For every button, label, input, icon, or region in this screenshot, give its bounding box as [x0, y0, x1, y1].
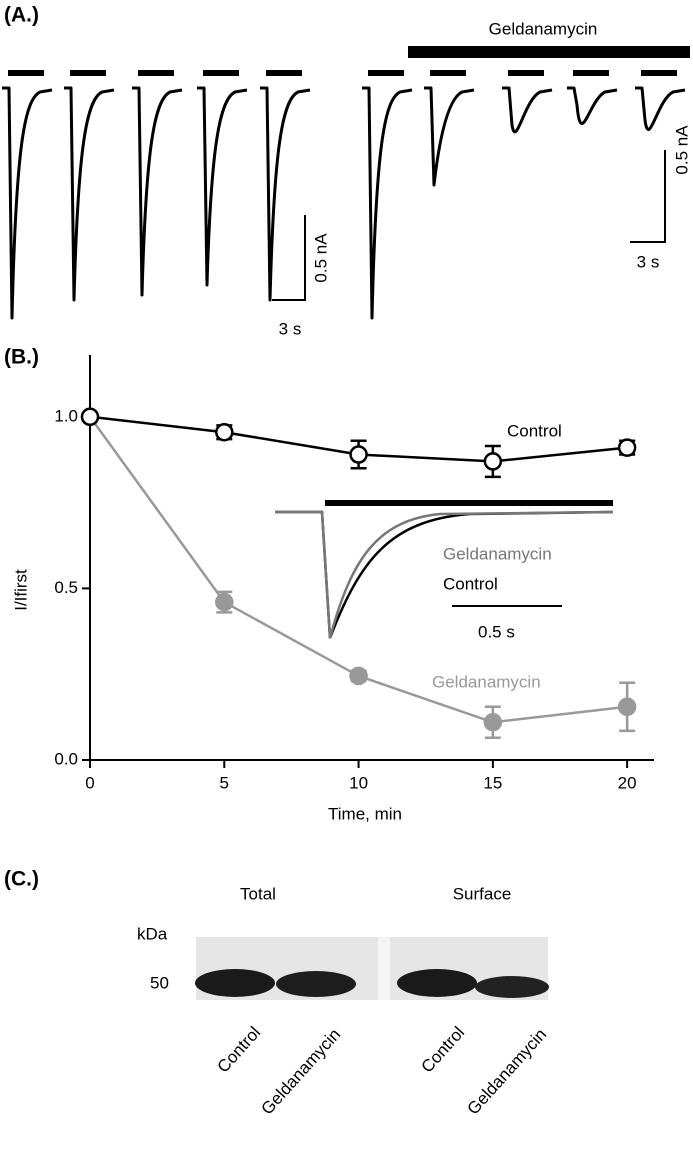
y-axis-label: I/Ifirst [11, 569, 30, 611]
x-axis-label: Time, min [328, 804, 402, 823]
trace [362, 86, 413, 320]
scale-label: 3 s [637, 252, 660, 271]
lane-label: Control [418, 1023, 469, 1076]
drug-bar [408, 46, 690, 58]
inset-trace [275, 510, 614, 639]
x-tick-label: 20 [618, 773, 637, 792]
x-tick-label: 10 [349, 773, 368, 792]
marker-label: 50 [150, 973, 169, 992]
panel-label: (A.) [4, 4, 39, 27]
trace [424, 86, 475, 187]
trace [64, 86, 115, 302]
scale-label: 0.5 nA [311, 233, 330, 283]
scale-label: 3 s [279, 319, 302, 338]
marker [617, 697, 637, 717]
stim-bar [70, 70, 106, 76]
group-label: Surface [453, 884, 512, 903]
y-tick-label: 0.5 [54, 578, 78, 597]
unit-label: kDa [137, 924, 168, 943]
inset-label: Control [443, 574, 498, 593]
stim-bar [573, 70, 609, 76]
marker [349, 445, 368, 464]
stim-bar [508, 70, 544, 76]
scale-bar [272, 215, 306, 301]
stim-bar [368, 70, 404, 76]
panel-label: (B.) [4, 346, 39, 369]
marker [349, 666, 368, 686]
trace [502, 86, 553, 134]
trace [635, 86, 686, 131]
inset-label: 0.5 s [478, 622, 515, 641]
inset-label: Geldanamycin [443, 544, 552, 563]
y-tick-label: 0.0 [54, 749, 78, 768]
stim-bar [138, 70, 174, 76]
trace [567, 86, 618, 125]
inset-bar [325, 500, 613, 506]
trace [2, 86, 53, 320]
marker [215, 422, 234, 442]
drug-label: Geldanamycin [489, 19, 598, 38]
annotation: Geldanamycin [432, 672, 541, 691]
stim-bar [266, 70, 302, 76]
lane-label: Control [214, 1023, 265, 1076]
marker [483, 712, 503, 732]
x-tick-label: 15 [483, 773, 502, 792]
x-tick-label: 5 [220, 773, 229, 792]
marker [215, 592, 234, 612]
panel-label: (C.) [4, 868, 39, 891]
annotation: Control [507, 421, 562, 440]
lane-label: Geldanamycin [463, 1025, 550, 1118]
stim-bar [430, 70, 466, 76]
trace [132, 86, 183, 297]
stim-bar [8, 70, 44, 76]
group-label: Total [240, 884, 276, 903]
x-tick-label: 0 [85, 773, 94, 792]
trace [197, 86, 248, 287]
marker [483, 452, 503, 471]
inset: Geldanamycin Control 0.5 s [275, 500, 614, 641]
blot [195, 937, 549, 1000]
marker [80, 407, 100, 427]
y-tick-label: 1.0 [54, 406, 78, 425]
trace [260, 86, 311, 302]
stim-bar [203, 70, 239, 76]
lane-label: Geldanamycin [257, 1025, 344, 1118]
scale-bar [630, 150, 666, 243]
scale-label: 0.5 nA [672, 125, 691, 175]
current-traces [2, 70, 686, 320]
marker [617, 438, 637, 457]
stim-bar [641, 70, 677, 76]
